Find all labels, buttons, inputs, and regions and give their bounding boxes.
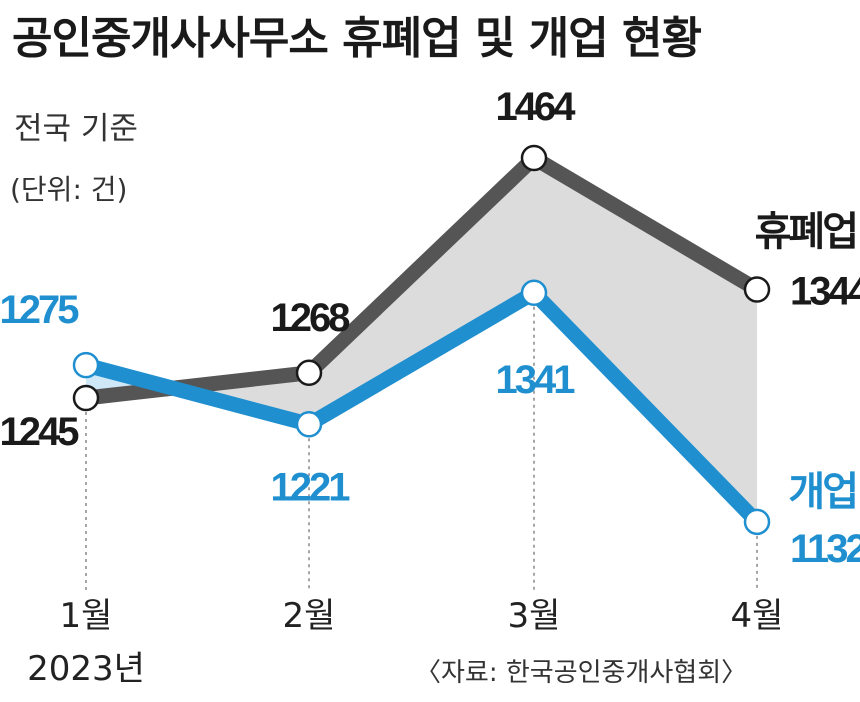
chart-title: 공인중개사사무소 휴폐업 및 개업 현황 [12, 13, 702, 64]
x-tick-label-4: 4월 [731, 596, 784, 636]
point-closure-4 [743, 276, 771, 303]
unit-label: (단위: 건) [10, 173, 128, 206]
x-tick-label-2: 2월 [283, 596, 336, 636]
point-opening-1 [72, 351, 100, 379]
data-label-opening-2: 1221 [271, 465, 351, 509]
x-tick-label-1: 1월 [60, 596, 113, 636]
point-closure-2 [295, 359, 323, 387]
series-label-opening: 개업 [788, 470, 856, 514]
point-opening-2 [295, 411, 323, 438]
point-closure-1 [72, 384, 100, 412]
data-label-closure-4: 1344 [790, 270, 860, 314]
data-label-closure-1: 1245 [0, 410, 79, 454]
point-closure-3 [520, 144, 548, 172]
data-label-opening-4: 1132 [790, 527, 860, 571]
series-line-opening [78, 285, 765, 530]
data-label-opening-3: 1341 [496, 358, 576, 402]
point-opening-4 [743, 508, 771, 536]
x-tick-label-3: 3월 [508, 596, 561, 636]
data-label-opening-1: 1275 [0, 288, 79, 332]
data-label-closure-2: 1268 [271, 296, 351, 340]
chart-subtitle: 전국 기준 [14, 111, 138, 147]
series-line-closure [78, 150, 765, 406]
point-opening-3 [520, 279, 548, 307]
x-year-label: 2023년 [27, 649, 145, 689]
gap-area [86, 158, 757, 522]
source-label: 〈자료: 한국공인중개사협회〉 [415, 658, 748, 688]
series-label-closure: 휴폐업 [755, 210, 856, 254]
data-label-closure-3: 1464 [496, 85, 577, 129]
